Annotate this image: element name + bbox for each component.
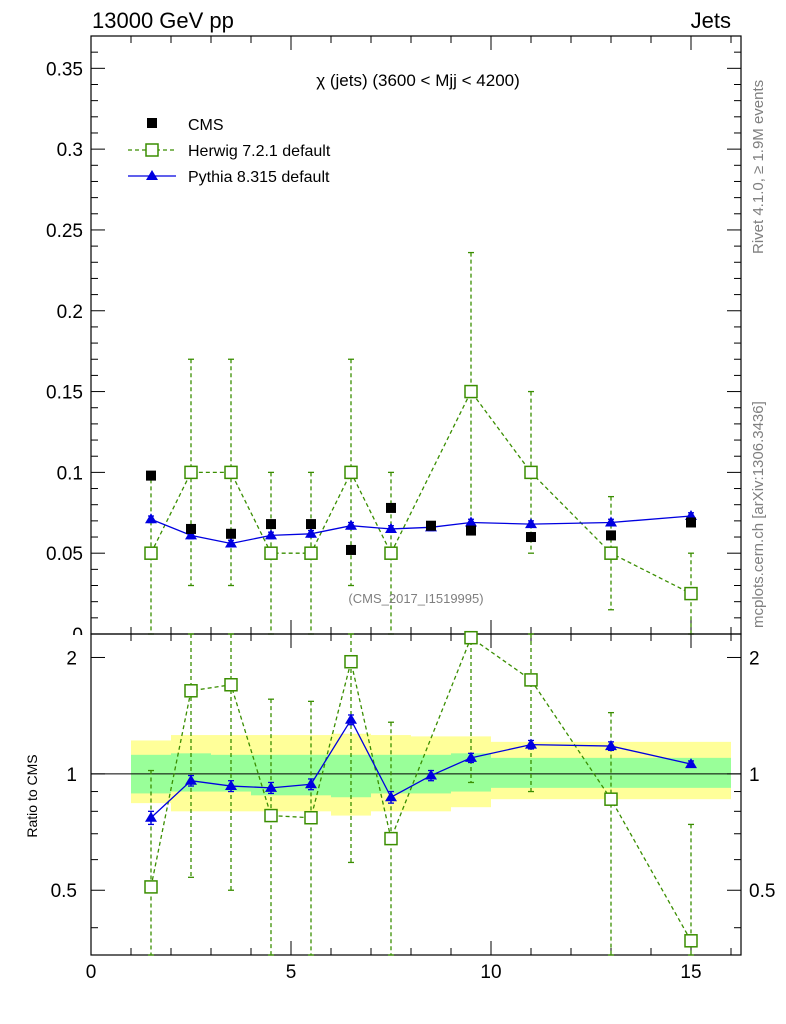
herwig-point [604,546,618,560]
y-tick-label: 0.1 [57,463,83,484]
herwig-point [344,465,358,480]
pythia-point [345,519,357,530]
herwig-line [150,390,692,595]
cms-point [426,520,436,531]
y-tick-label: 0.3 [57,140,83,161]
pythia-point [465,516,477,527]
herwig-point [184,465,198,480]
ratio-herwig-point [184,684,198,698]
herwig-point [464,384,478,399]
cms-point [186,523,196,534]
legend-herwig-marker [145,143,159,157]
x-tick-label: 15 [680,962,701,983]
y-tick-label: 0.15 [46,383,83,404]
mcplots-label: mcplots.cern.ch [arXiv:1306.3436] [750,401,767,628]
ratio-herwig-point [144,880,158,894]
herwig-point [304,546,318,560]
label-mask [60,635,90,645]
pythia-point [185,529,197,540]
ratio-frame [90,633,742,956]
herwig-point [684,586,698,601]
ratio-pythia-point [385,791,397,802]
ratio-y-tick-label: 2 [66,648,77,669]
ratio-plot: 0 5 10 15 0.5 0.5 1 1 2 2 [51,630,775,983]
herwig-point [264,546,278,560]
ratio-herwig-point [264,808,278,823]
ratio-y-tick-label-right: 0.5 [749,881,775,902]
ratio-pythia-point [605,740,617,751]
cms-point [606,530,616,541]
pythia-point [145,513,157,524]
legend-pythia-label: Pythia 8.315 default [188,169,330,186]
cms-point [146,470,156,481]
ratio-y-tick-label: 1 [66,765,77,786]
ratio-herwig-point [684,934,698,948]
ratio-pythia-point [265,781,277,792]
ratio-herwig-point [344,654,358,669]
ratio-pythia-point [145,811,157,822]
ratio-pythia-line [150,718,692,819]
x-tick-label: 0 [86,962,97,983]
herwig-point [144,546,158,560]
pythia-point [525,518,537,529]
header-right: Jets [691,8,731,33]
pythia-point [225,537,237,548]
legend-cms-marker [147,118,157,128]
cms-point [266,519,276,530]
y-tick-label: 0.25 [46,221,83,242]
herwig-point [384,546,398,560]
legend: CMS Herwig 7.2.1 default Pythia 8.315 de… [128,117,331,186]
cms-point [346,544,356,555]
ratio-pythia-point [225,780,237,791]
cms-point [226,528,236,539]
legend-cms-label: CMS [188,117,224,134]
cms-point [686,517,696,528]
cms-point [386,502,396,513]
pythia-point [385,522,397,533]
plot-title: χ (jets) (3600 < Mjj < 4200) [316,71,520,90]
ratio-pythia-point [185,774,197,785]
ratio-herwig-point [384,831,398,846]
herwig-point [224,465,238,480]
ratio-y-tick-label: 0.5 [51,881,77,902]
watermark: (CMS_2017_I1519995) [348,591,483,606]
ratio-herwig-point [224,678,238,692]
y-tick-label: 0.35 [46,59,83,80]
ratio-pythia-point [525,738,537,749]
rivet-label: Rivet 4.1.0, ≥ 1.9M events [750,80,767,254]
cms-point [306,519,316,530]
pythia-line [150,515,692,545]
herwig-point [524,465,538,480]
ratio-herwig-point [524,673,538,687]
ratio-herwig-point [304,810,318,825]
ratio-pythia-point [345,713,357,724]
x-tick-label: 5 [286,962,297,983]
y-tick-label: 0.2 [57,302,83,323]
ratio-pythia-point [465,751,477,762]
ratio-ylabel: Ratio to CMS [24,754,40,837]
ratio-herwig-point [464,630,478,645]
y-tick-label: 0.05 [46,544,83,565]
cms-point [526,532,536,543]
main-plot: 00.050.10.150.20.250.30.35 [46,35,742,955]
ratio-pythia-point [425,769,437,780]
pythia-point [605,516,617,527]
legend-herwig-label: Herwig 7.2.1 default [188,143,331,160]
ratio-pythia-point [305,778,317,789]
cms-point [466,525,476,536]
ratio-y-tick-label-right: 2 [749,648,760,669]
ratio-pythia-point [685,758,697,769]
ratio-herwig-point [604,792,618,806]
ratio-y-tick-label-right: 1 [749,765,760,786]
pythia-point [265,529,277,540]
x-tick-label: 10 [480,962,501,983]
pythia-point [305,527,317,538]
ratio-herwig-line [150,636,692,942]
header-left: 13000 GeV pp [92,8,234,33]
legend-pythia-marker [146,170,158,180]
